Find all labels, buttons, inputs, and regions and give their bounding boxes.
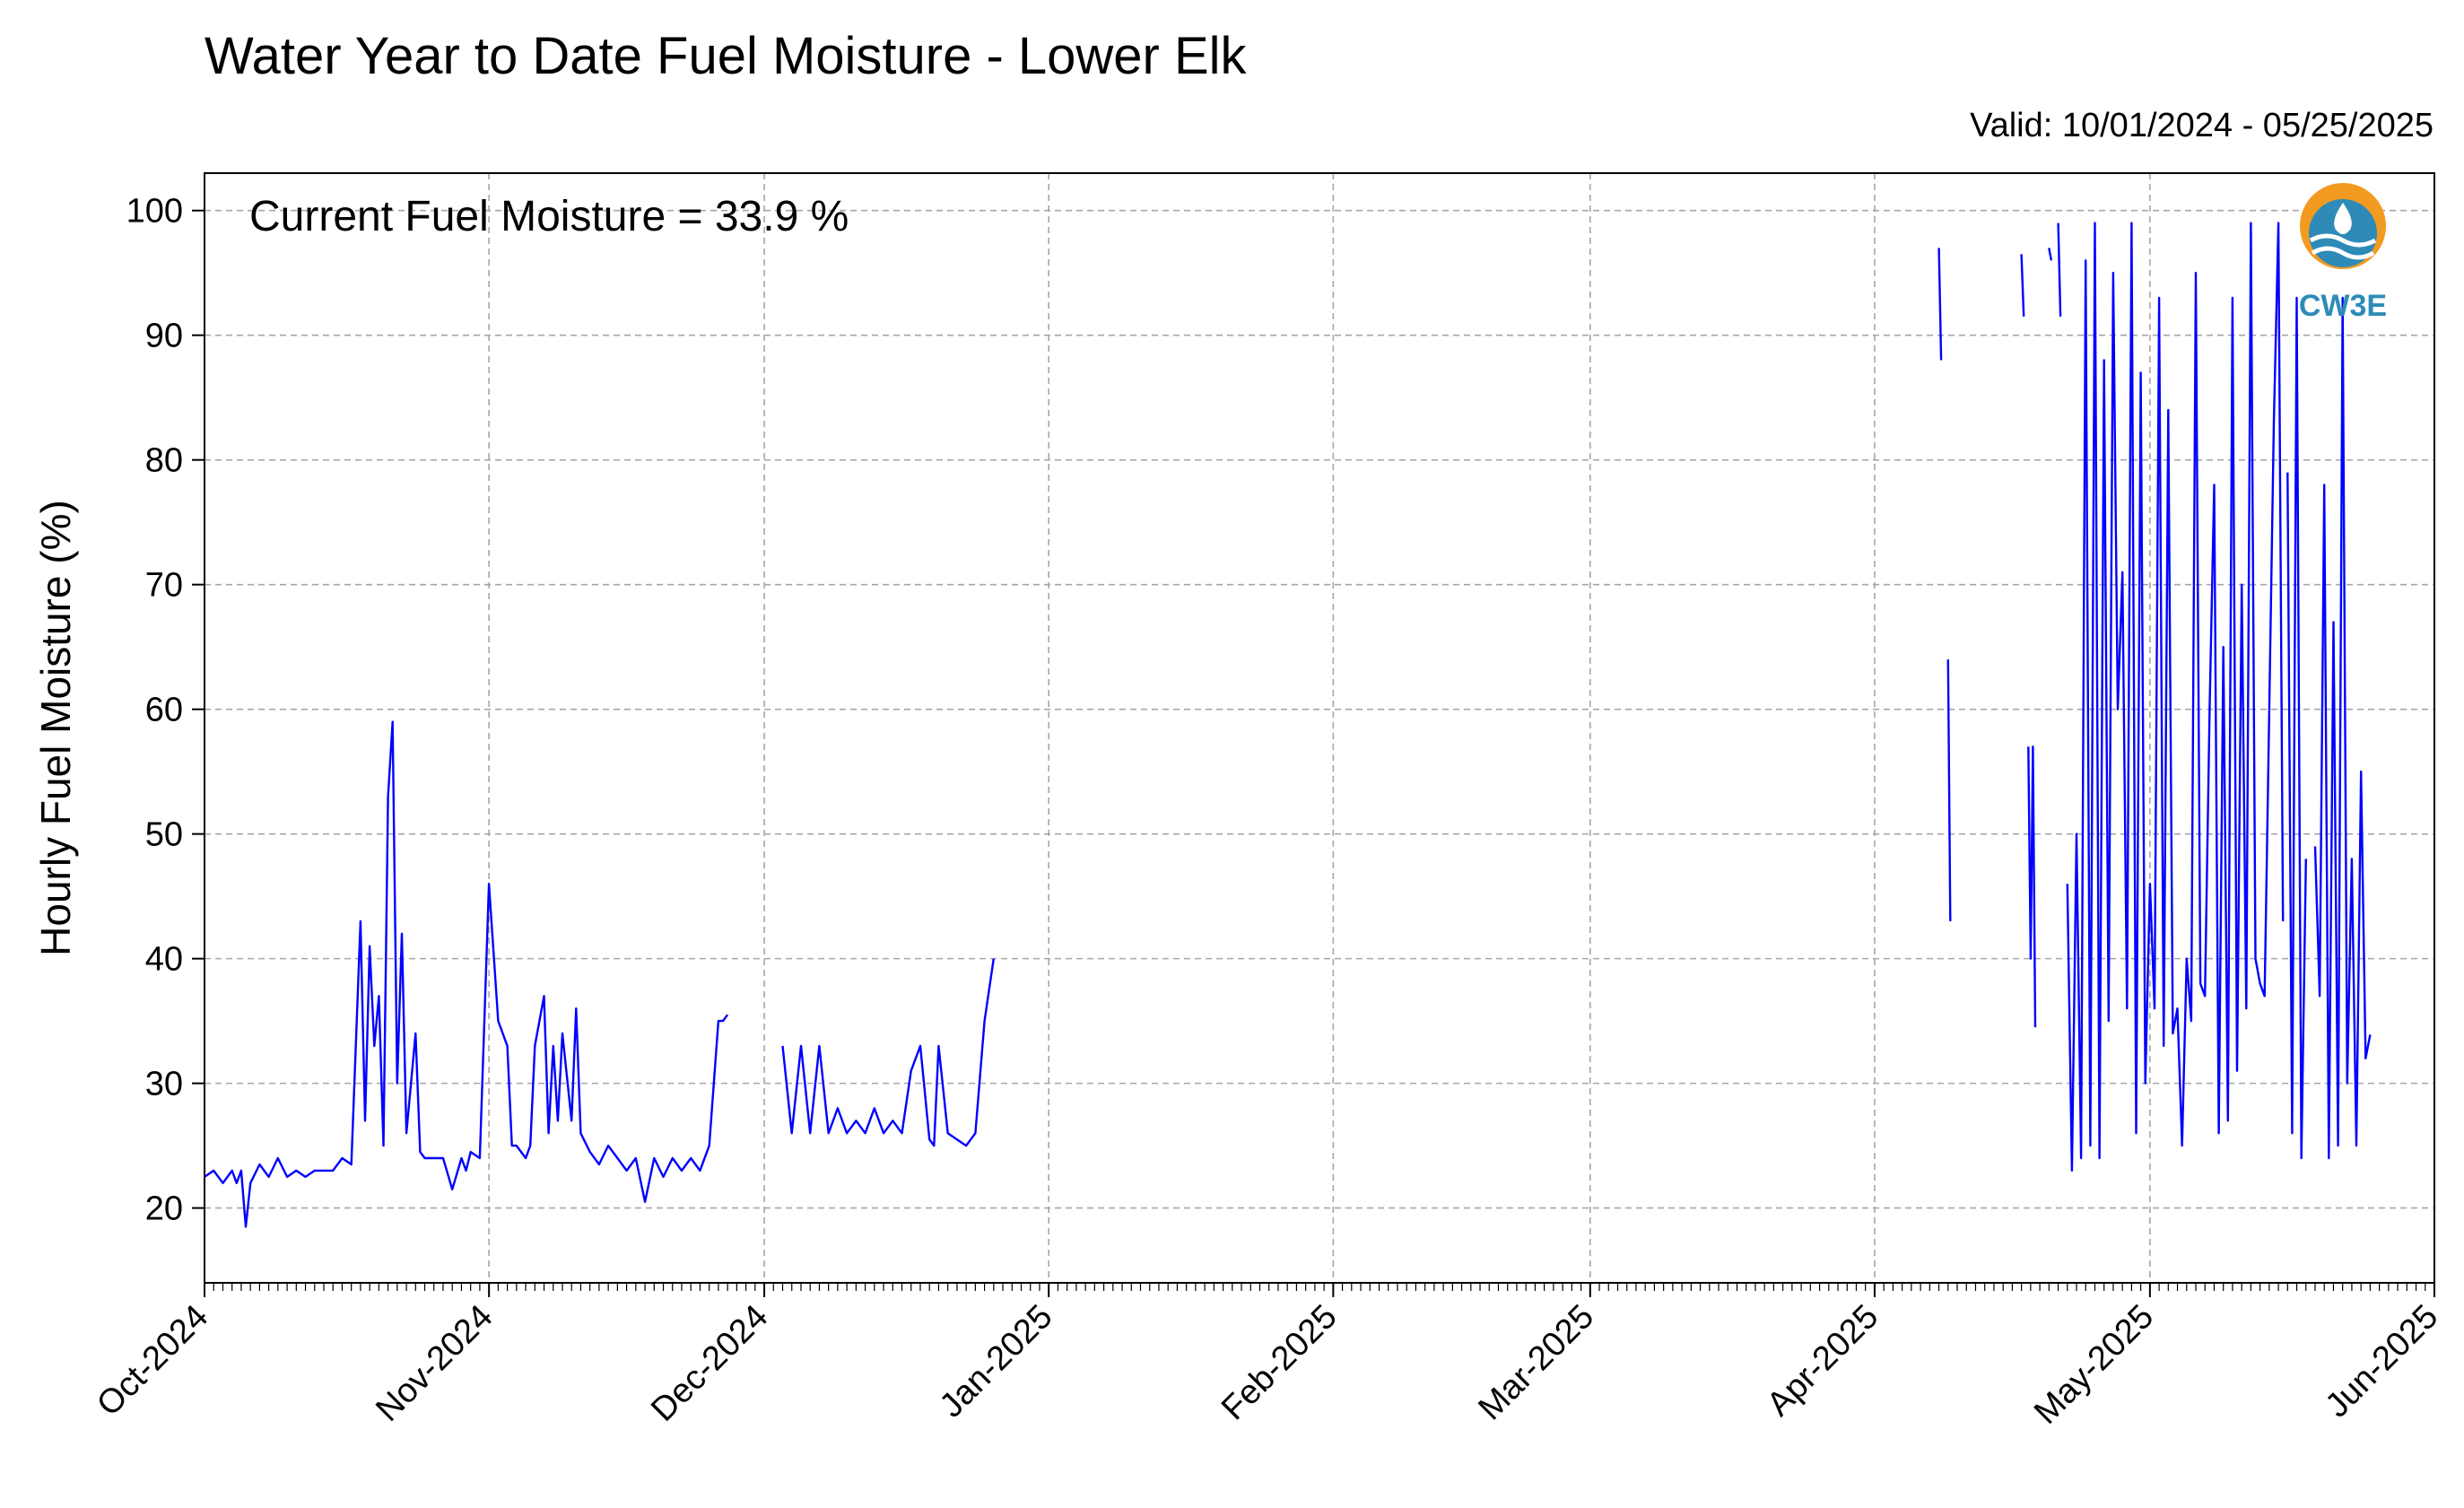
fuel-moisture-line-segment [781, 958, 995, 1147]
logo-wave-icon [2311, 246, 2375, 260]
x-tick-label: Oct-2024 [90, 1298, 215, 1424]
fuel-moisture-line-segment [2048, 248, 2053, 261]
logo-drop-icon [2334, 203, 2352, 234]
chart-title: Water Year to Date Fuel Moisture - Lower… [205, 27, 1247, 85]
valid-date-range: Valid: 10/01/2024 - 05/25/2025 [1970, 107, 2434, 144]
y-tick-label: 80 [145, 442, 183, 480]
fuel-moisture-line-segment [2286, 296, 2307, 1160]
y-tick-label: 60 [145, 692, 183, 729]
fuel-moisture-line-segment [2057, 222, 2062, 317]
y-tick-label: 100 [126, 193, 183, 231]
y-tick-label: 90 [145, 318, 183, 355]
logo-wave-icon [2309, 233, 2377, 248]
minor-ticks [204, 1283, 2435, 1291]
current-fuel-moisture-annotation: Current Fuel Moisture = 33.9 % [249, 193, 849, 240]
x-tick-label: Feb-2025 [1215, 1298, 1345, 1428]
fuel-moisture-line-segment [1937, 248, 1943, 361]
x-tick-label: Dec-2024 [644, 1298, 775, 1429]
cw3e-logo: CW3E [2299, 183, 2387, 323]
x-tick-label: Apr-2025 [1760, 1298, 1885, 1424]
y-tick-label: 70 [145, 567, 183, 605]
fuel-moisture-line-segment [2027, 745, 2037, 1028]
x-tick-label: Jun-2025 [2319, 1298, 2446, 1425]
y-axis-label: Hourly Fuel Moisture (%) [32, 500, 79, 956]
x-tick-label: Mar-2025 [1471, 1298, 1601, 1428]
fuel-moisture-line-segment [204, 720, 729, 1228]
logo-text: CW3E [2299, 289, 2387, 323]
grid-lines [205, 173, 2434, 1283]
y-tick-label: 50 [145, 816, 183, 854]
plot-frame [204, 172, 2435, 1284]
fuel-moisture-line-segment [2020, 254, 2025, 317]
y-tick-label: 20 [145, 1190, 183, 1228]
y-tick-label: 40 [145, 941, 183, 979]
fuel-moisture-line-segment [2313, 296, 2372, 1160]
y-tick-label: 30 [145, 1066, 183, 1103]
fuel-moisture-line-segment [2066, 222, 2285, 1172]
fuel-moisture-line-segment [1946, 659, 1952, 921]
x-tick-label: Nov-2024 [369, 1298, 500, 1429]
data-series [204, 222, 2372, 1228]
x-tick-label: Jan-2025 [933, 1298, 1060, 1425]
x-tick-label: May-2025 [2027, 1298, 2161, 1432]
